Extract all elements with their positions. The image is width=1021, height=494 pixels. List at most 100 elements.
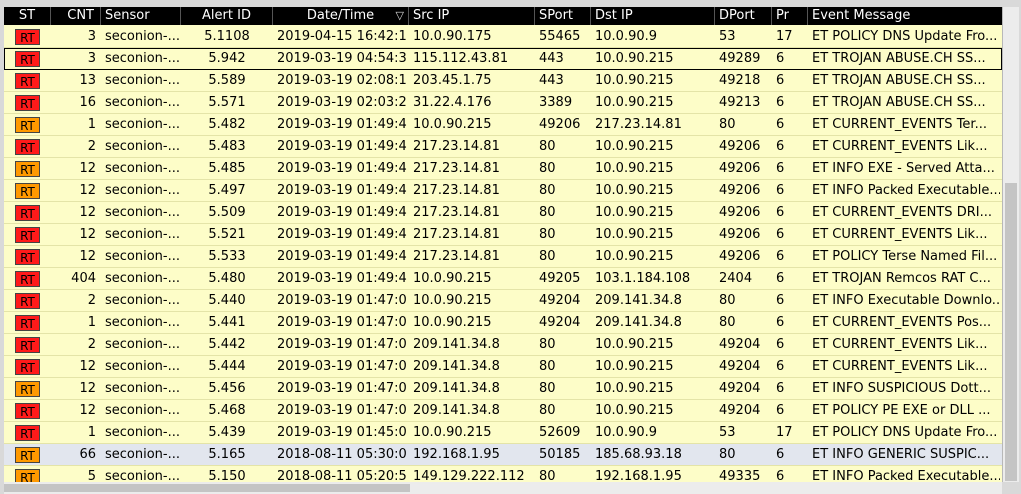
cnt-cell: 16 — [79, 95, 96, 110]
dport-cell: 80 — [719, 315, 736, 330]
status-badge[interactable]: RT — [15, 271, 40, 287]
col-header-sport[interactable]: SPort — [535, 7, 591, 25]
pr-cell: 6 — [776, 293, 785, 308]
status-badge[interactable]: RT — [15, 381, 40, 397]
pr-cell: 6 — [776, 227, 785, 242]
table-row[interactable]: RT 16 seconion-... 5.571 2019-03-19 02:03:24… — [4, 92, 1002, 114]
dst-ip-cell: 10.0.90.215 — [595, 249, 674, 264]
pr-cell: 6 — [776, 205, 785, 220]
col-header-alert-id[interactable]: Alert ID — [181, 7, 273, 25]
sensor-cell: seconion-... — [105, 139, 179, 154]
table-row[interactable]: RT 12 seconion-... 5.444 2019-03-19 01:47:04… — [4, 356, 1002, 378]
status-badge[interactable]: RT — [15, 183, 40, 199]
table-row[interactable]: RT 2 seconion-... 5.440 2019-03-19 01:47:04 1… — [4, 290, 1002, 312]
status-badge[interactable]: RT — [15, 447, 40, 463]
sensor-cell: seconion-... — [105, 73, 179, 88]
col-header-dst-ip[interactable]: Dst IP — [591, 7, 715, 25]
status-badge[interactable]: RT — [15, 469, 40, 482]
horizontal-scrollbar[interactable] — [4, 482, 1002, 494]
dst-ip-cell: 209.141.34.8 — [595, 315, 682, 330]
table-row[interactable]: RT 3 seconion-... 5.942 2019-03-19 04:54:34 1… — [4, 48, 1002, 70]
cnt-cell: 12 — [79, 381, 96, 396]
cnt-cell: 1 — [87, 425, 96, 440]
pr-cell: 6 — [776, 447, 785, 462]
table-row[interactable]: RT 1 seconion-... 5.441 2019-03-19 01:47:04 1… — [4, 312, 1002, 334]
sensor-cell: seconion-... — [105, 161, 179, 176]
alerts-table: ST CNT Sensor Alert ID Date/Time ▽ Src I… — [4, 7, 1003, 482]
dst-ip-cell: 103.1.184.108 — [595, 271, 691, 286]
col-header-st[interactable]: ST — [4, 7, 51, 25]
status-badge[interactable]: RT — [15, 315, 40, 331]
alert-id-cell: 5.589 — [208, 73, 246, 88]
cnt-cell: 2 — [87, 139, 96, 154]
sort-descending-icon: ▽ — [395, 9, 404, 22]
sport-cell: 80 — [539, 205, 556, 220]
table-row[interactable]: RT 404 seconion-... 5.480 2019-03-19 01:49:4… — [4, 268, 1002, 290]
col-header-datetime-label: Date/Time — [306, 8, 375, 23]
table-row[interactable]: RT 12 seconion-... 5.468 2019-03-19 01:47:04… — [4, 400, 1002, 422]
table-row[interactable]: RT 12 seconion-... 5.485 2019-03-19 01:49:46… — [4, 158, 1002, 180]
alert-id-cell: 5.468 — [208, 403, 246, 418]
dst-ip-cell: 192.168.1.95 — [595, 469, 682, 482]
datetime-cell: 2019-03-19 01:49:46 — [277, 183, 407, 198]
table-row[interactable]: RT 3 seconion-... 5.1108 2019-04-15 16:42:14… — [4, 26, 1002, 48]
col-header-datetime[interactable]: Date/Time ▽ — [273, 7, 409, 25]
horizontal-scroll-thumb[interactable] — [4, 484, 410, 492]
status-badge[interactable]: RT — [15, 161, 40, 177]
status-badge[interactable]: RT — [15, 425, 40, 441]
sensor-cell: seconion-... — [105, 205, 179, 220]
src-ip-cell: 209.141.34.8 — [413, 403, 500, 418]
col-header-cnt[interactable]: CNT — [51, 7, 101, 25]
status-badge[interactable]: RT — [15, 29, 40, 45]
dst-ip-cell: 10.0.90.9 — [595, 425, 658, 440]
status-badge[interactable]: RT — [15, 51, 40, 67]
alert-id-cell: 5.480 — [208, 271, 246, 286]
dst-ip-cell: 10.0.90.215 — [595, 183, 674, 198]
status-badge[interactable]: RT — [15, 337, 40, 353]
alert-id-cell: 5.444 — [208, 359, 246, 374]
alert-id-cell: 5.1108 — [204, 29, 250, 44]
status-badge[interactable]: RT — [15, 139, 40, 155]
table-row[interactable]: RT 2 seconion-... 5.483 2019-03-19 01:49:46 2… — [4, 136, 1002, 158]
table-row[interactable]: RT 12 seconion-... 5.521 2019-03-19 01:49:46… — [4, 224, 1002, 246]
datetime-cell: 2019-03-19 01:45:03 — [277, 425, 407, 440]
table-row[interactable]: RT 1 seconion-... 5.482 2019-03-19 01:49:46 1… — [4, 114, 1002, 136]
col-header-dport[interactable]: DPort — [715, 7, 772, 25]
dst-ip-cell: 10.0.90.215 — [595, 95, 674, 110]
cnt-cell: 12 — [79, 183, 96, 198]
alert-id-cell: 5.456 — [208, 381, 246, 396]
dst-ip-cell: 10.0.90.215 — [595, 337, 674, 352]
table-row[interactable]: RT 5 seconion-... 5.150 2018-08-11 05:20:59 1… — [4, 466, 1002, 482]
status-badge[interactable]: RT — [15, 205, 40, 221]
sport-cell: 80 — [539, 139, 556, 154]
table-row[interactable]: RT 12 seconion-... 5.497 2019-03-19 01:49:46… — [4, 180, 1002, 202]
col-header-pr[interactable]: Pr — [772, 7, 808, 25]
table-row[interactable]: RT 1 seconion-... 5.439 2019-03-19 01:45:03 1… — [4, 422, 1002, 444]
vertical-scroll-thumb[interactable] — [1005, 183, 1017, 481]
status-badge[interactable]: RT — [15, 249, 40, 265]
status-badge[interactable]: RT — [15, 117, 40, 133]
table-row[interactable]: RT 13 seconion-... 5.589 2019-03-19 02:08:17… — [4, 70, 1002, 92]
vertical-scrollbar[interactable] — [1003, 7, 1019, 482]
table-row[interactable]: RT 12 seconion-... 5.509 2019-03-19 01:49:46… — [4, 202, 1002, 224]
status-badge[interactable]: RT — [15, 403, 40, 419]
status-badge[interactable]: RT — [15, 359, 40, 375]
status-badge[interactable]: RT — [15, 293, 40, 309]
status-badge[interactable]: RT — [15, 227, 40, 243]
dport-cell: 49204 — [719, 337, 761, 352]
alert-id-cell: 5.485 — [208, 161, 246, 176]
col-header-event-message[interactable]: Event Message — [812, 8, 911, 23]
pr-cell: 6 — [776, 183, 785, 198]
col-header-src-ip[interactable]: Src IP — [409, 7, 535, 25]
dport-cell: 49204 — [719, 403, 761, 418]
status-badge[interactable]: RT — [15, 73, 40, 89]
sport-cell: 80 — [539, 337, 556, 352]
table-row[interactable]: RT 12 seconion-... 5.456 2019-03-19 01:47:04… — [4, 378, 1002, 400]
status-badge[interactable]: RT — [15, 95, 40, 111]
datetime-cell: 2019-03-19 01:47:04 — [277, 315, 407, 330]
table-row[interactable]: RT 12 seconion-... 5.533 2019-03-19 01:49:46… — [4, 246, 1002, 268]
table-row[interactable]: RT 66 seconion-... 5.165 2018-08-11 05:30:06… — [4, 444, 1002, 466]
col-header-sensor[interactable]: Sensor — [101, 7, 181, 25]
sensor-cell: seconion-... — [105, 227, 179, 242]
table-row[interactable]: RT 2 seconion-... 5.442 2019-03-19 01:47:04 2… — [4, 334, 1002, 356]
